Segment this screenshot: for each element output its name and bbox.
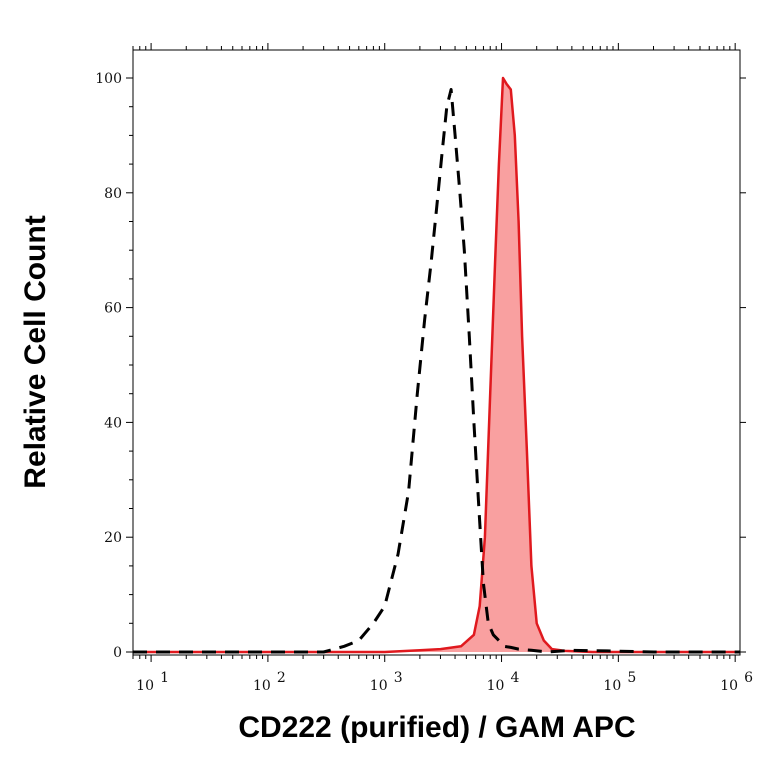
x-tick-label: 10 — [720, 678, 738, 694]
y-tick-label: 0 — [113, 645, 122, 661]
x-tick-label: 10 — [487, 678, 505, 694]
x-tick-exponent: 2 — [277, 670, 286, 686]
x-axis-title: CD222 (purified) / GAM APC — [238, 711, 635, 744]
x-tick-exponent: 1 — [160, 670, 169, 686]
dashed-control-histogram — [133, 88, 740, 654]
plot-frame — [132, 49, 741, 656]
x-tick-label: 10 — [603, 678, 621, 694]
x-tick-label: 10 — [370, 678, 388, 694]
y-tick-label: 100 — [95, 71, 122, 87]
y-axis-title: Relative Cell Count — [19, 215, 52, 488]
red-histogram-line — [133, 76, 740, 654]
y-tick-label: 80 — [104, 186, 122, 202]
series-layer — [133, 76, 740, 654]
x-tick-label: 10 — [253, 678, 271, 694]
red-histogram-fill — [133, 78, 740, 652]
y-axis-ticks: 0 20 40 60 80 100 — [95, 71, 746, 661]
x-tick-exponent: 4 — [511, 670, 520, 686]
x-tick-exponent: 5 — [627, 670, 636, 686]
x-tick-label: 10 — [136, 678, 154, 694]
x-tick-exponent: 3 — [394, 670, 403, 686]
y-tick-label: 60 — [104, 301, 122, 317]
x-tick-exponent: 6 — [744, 670, 753, 686]
y-tick-label: 20 — [104, 530, 122, 546]
y-tick-label: 40 — [104, 415, 122, 431]
x-axis-ticks: 10 1 10 2 10 3 10 4 10 5 10 6 — [132, 43, 753, 694]
